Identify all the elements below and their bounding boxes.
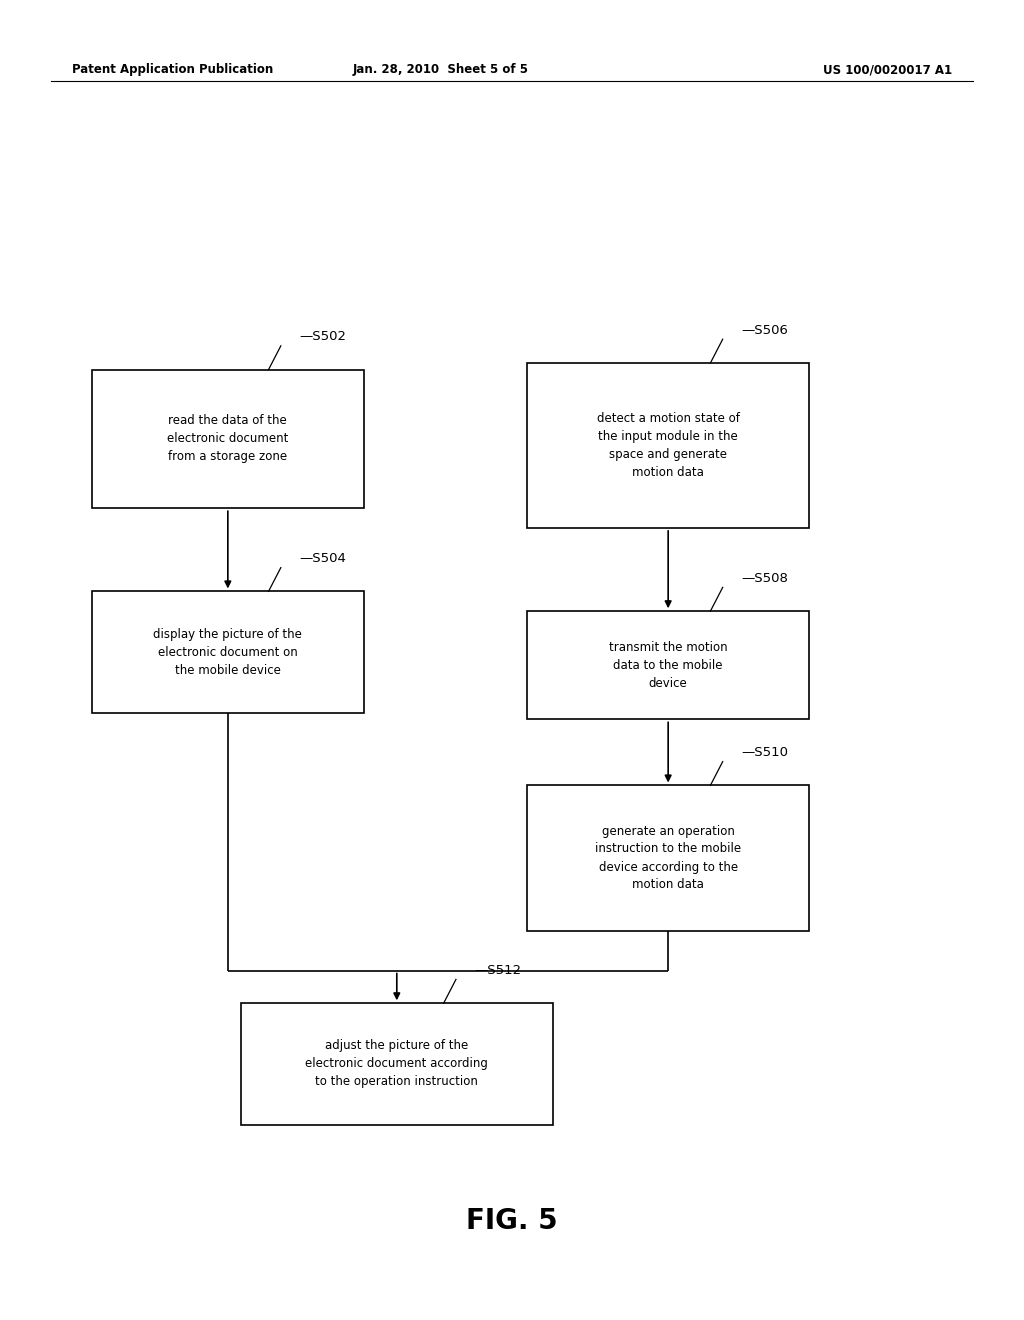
Text: generate an operation
instruction to the mobile
device according to the
motion d: generate an operation instruction to the… bbox=[595, 825, 741, 891]
Bar bbox=[527, 611, 809, 719]
Text: read the data of the
electronic document
from a storage zone: read the data of the electronic document… bbox=[167, 414, 289, 463]
Text: FIG. 5: FIG. 5 bbox=[466, 1206, 558, 1236]
Text: display the picture of the
electronic document on
the mobile device: display the picture of the electronic do… bbox=[154, 627, 302, 677]
Text: —S506: —S506 bbox=[741, 323, 788, 337]
Text: transmit the motion
data to the mobile
device: transmit the motion data to the mobile d… bbox=[609, 640, 727, 690]
Bar bbox=[241, 1003, 553, 1125]
Bar bbox=[92, 370, 364, 508]
Bar bbox=[527, 785, 809, 931]
Bar bbox=[527, 363, 809, 528]
Text: Patent Application Publication: Patent Application Publication bbox=[72, 63, 273, 77]
Text: Jan. 28, 2010  Sheet 5 of 5: Jan. 28, 2010 Sheet 5 of 5 bbox=[352, 63, 528, 77]
Bar bbox=[92, 591, 364, 713]
Text: adjust the picture of the
electronic document according
to the operation instruc: adjust the picture of the electronic doc… bbox=[305, 1039, 488, 1089]
Text: —S502: —S502 bbox=[299, 330, 346, 343]
Text: detect a motion state of
the input module in the
space and generate
motion data: detect a motion state of the input modul… bbox=[597, 412, 739, 479]
Text: —S504: —S504 bbox=[299, 552, 346, 565]
Text: US 100/0020017 A1: US 100/0020017 A1 bbox=[823, 63, 952, 77]
Text: —S510: —S510 bbox=[741, 746, 788, 759]
Text: —S508: —S508 bbox=[741, 572, 788, 585]
Text: —S512: —S512 bbox=[474, 964, 521, 977]
